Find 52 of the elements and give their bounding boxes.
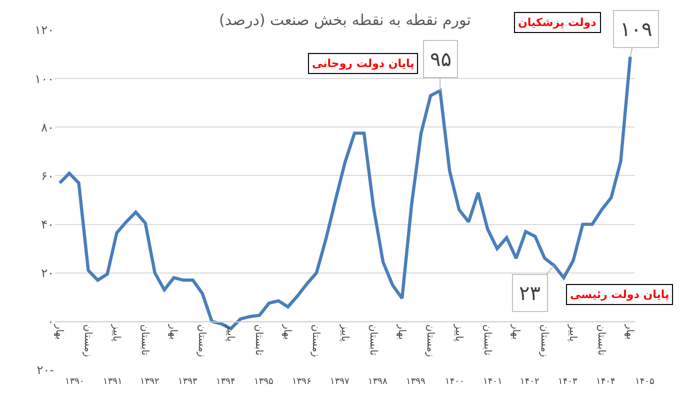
y-tick-label: ۰ [48,314,54,329]
y-tick-label: ۴۰ [41,217,54,232]
text: دولت پزشکیان [518,16,597,29]
text: ۱۳۹۶ [292,377,312,387]
x-tick-label: بهار [168,323,179,340]
x-tick-label: زمستان [424,324,436,358]
x-tick-label: تابستان [481,324,492,356]
x-tick-label: پاییز [224,323,236,342]
text: ۱۳۹۸ [368,377,388,387]
text: ۱۳۹۷ [330,377,350,387]
annotation: ۱۰۹ [620,17,652,41]
annotation: پایان دولت رئیسی [570,288,670,301]
x-tick-label: پاییز [338,323,350,342]
annotation: ۲۳ [519,281,541,305]
x-tick-label: تابستان [367,324,378,356]
x-tick-label: تابستان [139,324,150,356]
x-tick-label: بهار [624,323,635,340]
text: ۱۳۹۱ [103,377,122,387]
text: ۱۳۹۵ [254,377,274,387]
y-tick-label: ۱۰۰ [34,72,54,86]
text: ۱۳۹۲ [140,377,160,387]
text: ۱۴۰۱ [483,377,502,387]
annotation: پایان دولت روحانی [312,57,414,70]
x-tick-label: زمستان [310,324,322,358]
text: ۱۳۹۰ [65,377,84,387]
x-tick-label: بهار [510,323,521,340]
text: ۱۴۰۴ [596,377,616,387]
x-tick-label: پاییز [452,323,464,342]
x-tick-label: تابستان [253,324,264,356]
text: ۱۳۹۴ [216,377,236,387]
x-tick-label: بهار [396,323,407,340]
x-tick-label: زمستان [196,324,208,358]
y-tick-label: ۲۰- [36,363,54,378]
chart-title: تورم نقطه به نقطه بخش صنعت (درصد) [219,11,471,29]
x-tick-label: تابستان [595,324,606,356]
x-tick-label: پاییز [566,323,578,342]
x-tick-label: بهار [54,323,64,340]
y-tick-label: ۶۰ [41,168,54,183]
y-tick-label: ۲۰ [41,266,54,280]
text: ۱۳۹۳ [178,377,198,387]
x-tick-label: بهار [282,323,293,340]
x-tick-label: زمستان [82,324,94,358]
y-tick-label: ۱۲۰ [34,23,54,38]
x-tick-label: پاییز [110,323,122,342]
text: ۱۴۰۵ [635,377,654,387]
text: ۱۴۰۳ [558,377,578,387]
y-tick-label: ۸۰ [41,120,54,134]
text: ۱۴۰۰ [445,377,464,387]
x-tick-label: زمستان [538,324,550,358]
annotation: ۹۵ [430,47,452,71]
text: ۱۳۹۹ [406,377,426,387]
text: ۱۴۰۲ [520,377,540,387]
